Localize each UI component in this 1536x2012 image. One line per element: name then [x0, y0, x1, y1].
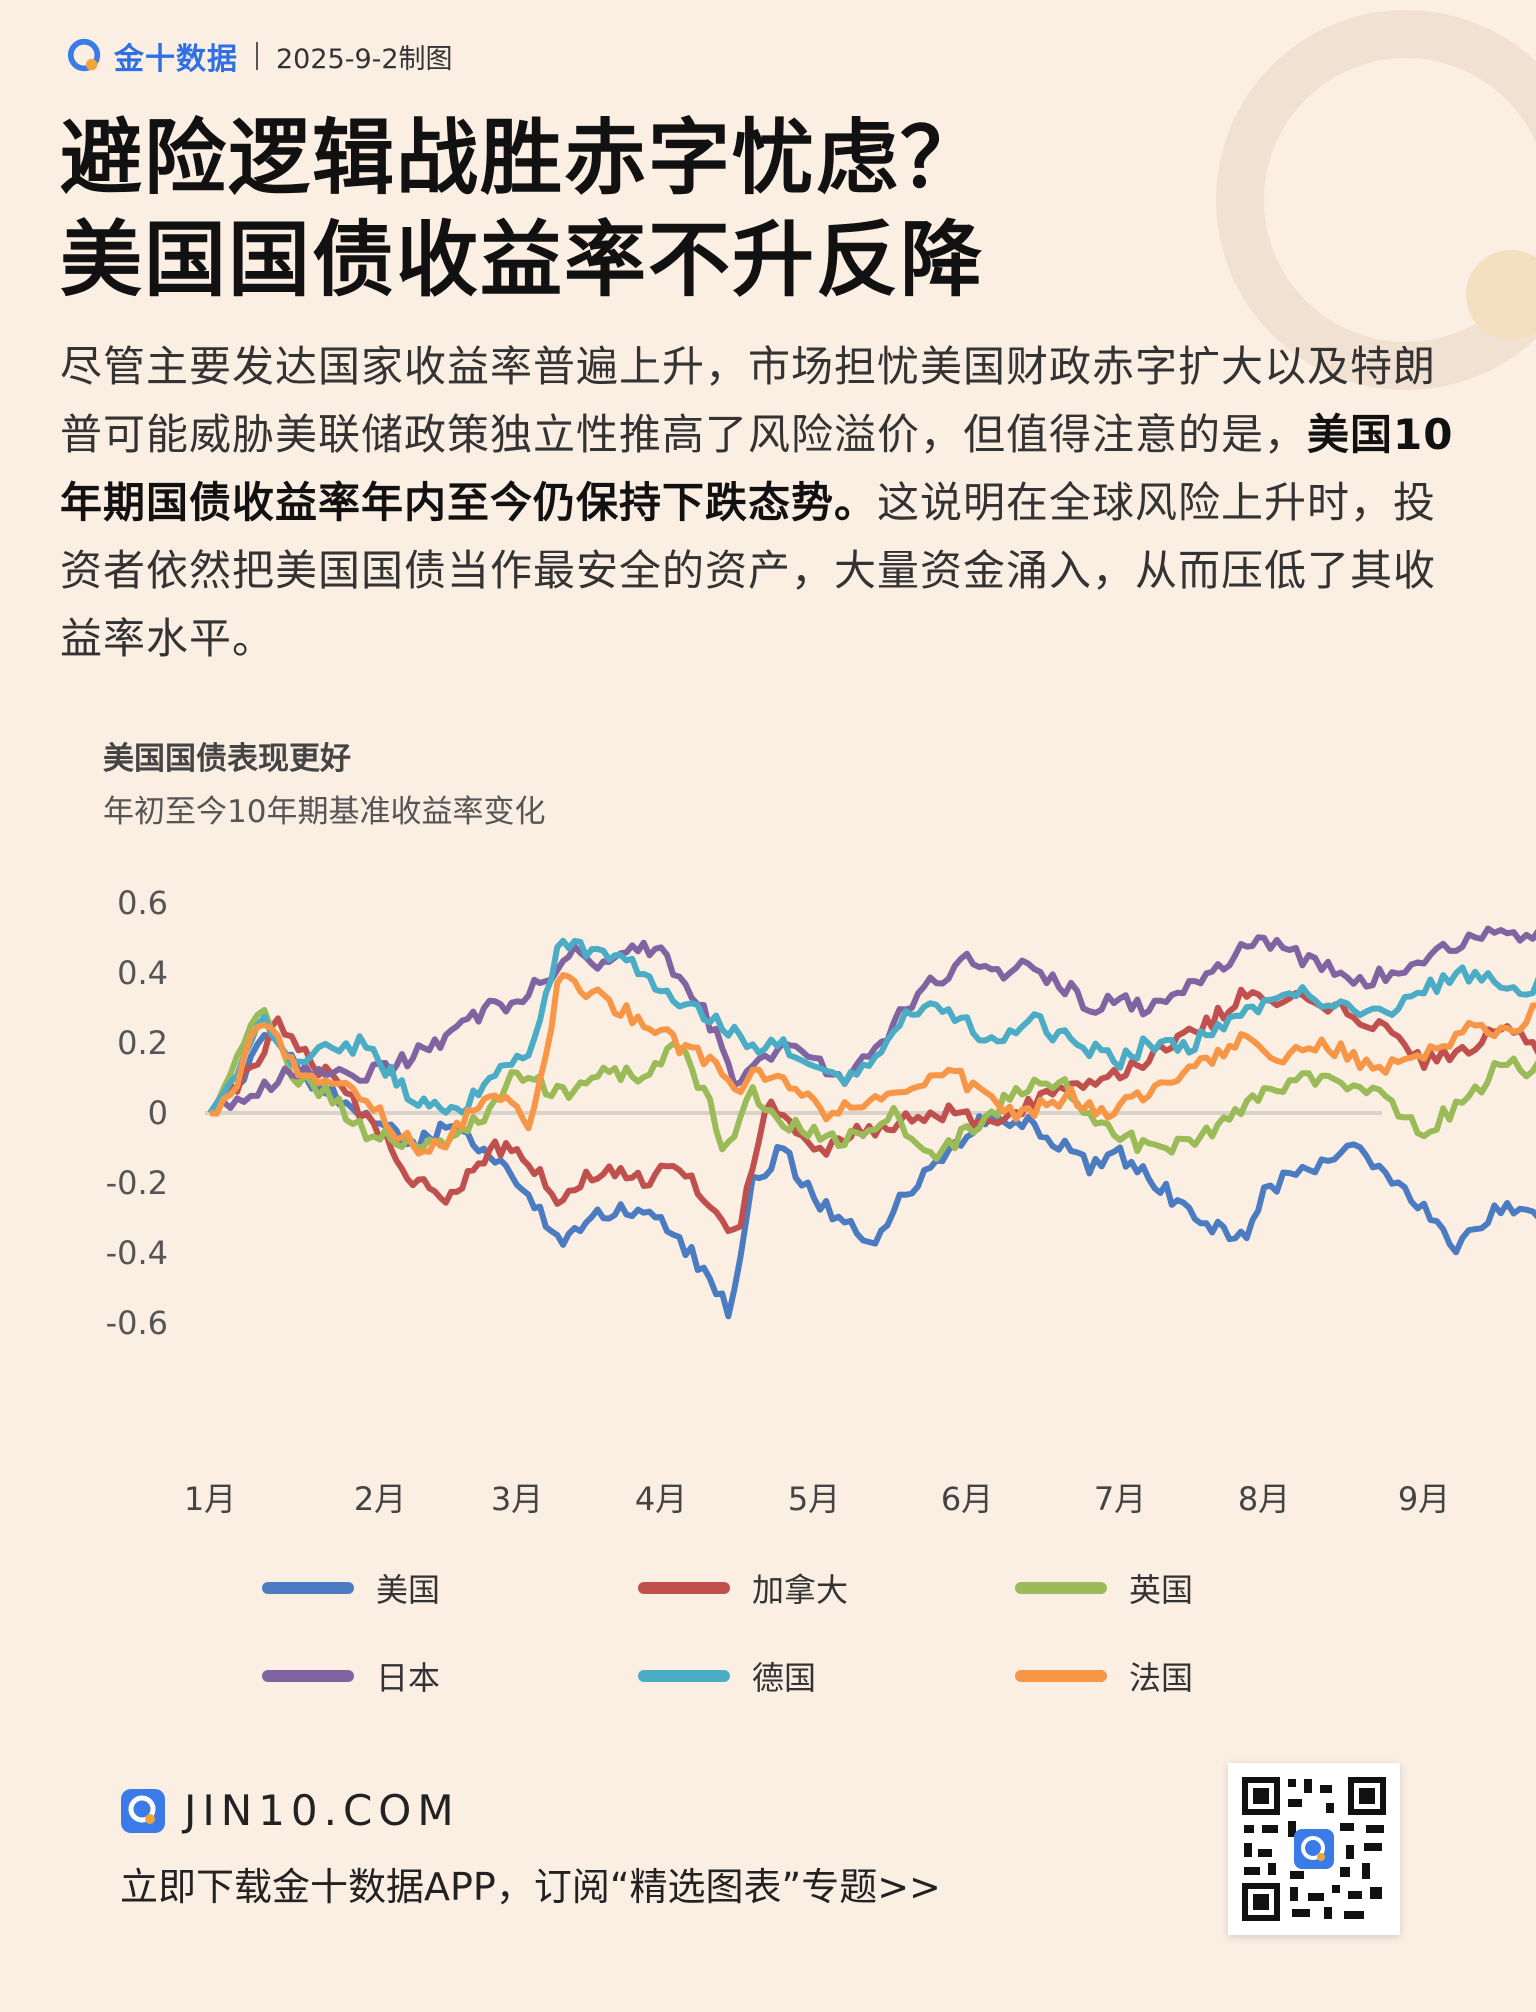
body-bold-highlight: 美国10年期国债收益率年内至今仍保持下跌态势。 — [60, 410, 1454, 527]
y-tick-label: 0.2 — [117, 1024, 168, 1062]
legend-item: 加拿大 — [638, 1565, 848, 1611]
x-tick-label: 9月 — [1398, 1480, 1450, 1518]
header: 金十数据 2025-9-2制图 — [66, 36, 453, 77]
legend-swatch — [1015, 1670, 1107, 1682]
x-tick-label: 8月 — [1238, 1480, 1290, 1518]
body-part-2: 这说明在全球风险上升时，投资者依然把美国国债当作最安全的资产，大量资金涌入，从而… — [60, 478, 1437, 663]
chart-date: 2025-9-2制图 — [276, 43, 453, 75]
legend-swatch — [638, 1670, 730, 1682]
y-tick-label: -0.2 — [106, 1164, 168, 1202]
legend-item: 英国 — [1015, 1565, 1193, 1611]
line-chart: 0.6 0.4 0.2 0 -0.2 -0.4 -0.6 1月 2月 3月 4月 5月 6月 7月 8月 9月 — [106, 884, 1536, 1518]
y-tick-label: -0.6 — [106, 1304, 168, 1342]
legend-label: 法国 — [1129, 1659, 1194, 1697]
legend-item: 法国 — [1015, 1653, 1193, 1699]
title-line-2: 美国国债收益率不升反降 — [60, 213, 985, 308]
y-tick-label: -0.4 — [106, 1234, 168, 1272]
page-title: 避险逻辑战胜赤字忧虑？ 美国国债收益率不升反降 — [60, 108, 984, 312]
legend-item: 美国 — [262, 1565, 440, 1611]
series-line-4 — [207, 937, 1536, 1116]
title-line-1: 避险逻辑战胜赤字忧虑？ — [60, 111, 985, 206]
x-tick-label: 5月 — [788, 1480, 840, 1518]
y-tick-label: 0.6 — [117, 884, 168, 922]
footer-site[interactable]: JIN10.COM — [184, 1786, 460, 1835]
series-line-5 — [209, 972, 1536, 1157]
footer-cta[interactable]: 立即下载金十数据APP，订阅“精选图表”专题>> — [120, 1865, 941, 1909]
legend-swatch — [1015, 1582, 1107, 1594]
legend-label: 加拿大 — [752, 1571, 849, 1609]
qr-code-image — [1238, 1773, 1390, 1925]
legend-item: 德国 — [638, 1653, 816, 1699]
legend-item: 日本 — [262, 1653, 440, 1699]
legend-swatch — [638, 1582, 730, 1594]
series-line-3 — [207, 925, 1536, 1115]
series-line-0 — [208, 1031, 1536, 1320]
series-line-1 — [207, 986, 1536, 1235]
jin10-logo-icon — [67, 38, 101, 72]
x-tick-label: 6月 — [941, 1480, 993, 1518]
chart-subtitle: 年初至今10年期基准收益率变化 — [103, 794, 546, 830]
jin10-footer-icon — [121, 1788, 165, 1833]
x-tick-label: 3月 — [491, 1480, 543, 1518]
body-part-1: 尽管主要发达国家收益率普遍上升，市场担忧美国财政赤字扩大以及特朗普可能威胁美联储… — [60, 342, 1437, 459]
legend-swatch — [262, 1582, 354, 1594]
y-tick-label: 0.4 — [117, 954, 168, 992]
legend-label: 日本 — [376, 1659, 441, 1697]
header-divider — [256, 42, 258, 70]
legend-label: 美国 — [376, 1571, 441, 1609]
article-body: 尽管主要发达国家收益率普遍上升，市场担忧美国财政赤字扩大以及特朗普可能威胁美联储… — [60, 333, 1460, 673]
legend-label: 英国 — [1129, 1571, 1194, 1609]
brand-name: 金十数据 — [114, 42, 238, 77]
decorative-dot — [1466, 250, 1536, 340]
chart-legend: 美国 加拿大 英国日本 德国 法国 — [0, 1555, 1536, 1705]
footer-logo: JIN10.COM — [120, 1786, 460, 1835]
qr-code[interactable] — [1228, 1763, 1400, 1935]
legend-swatch — [262, 1670, 354, 1682]
x-tick-label: 7月 — [1094, 1480, 1146, 1518]
legend-label: 德国 — [752, 1659, 817, 1697]
x-tick-label: 4月 — [635, 1480, 687, 1518]
y-tick-label: 0 — [148, 1094, 168, 1132]
x-tick-label: 2月 — [354, 1480, 406, 1518]
chart-title: 美国国债表现更好 — [103, 741, 351, 777]
x-tick-label: 1月 — [184, 1480, 236, 1518]
